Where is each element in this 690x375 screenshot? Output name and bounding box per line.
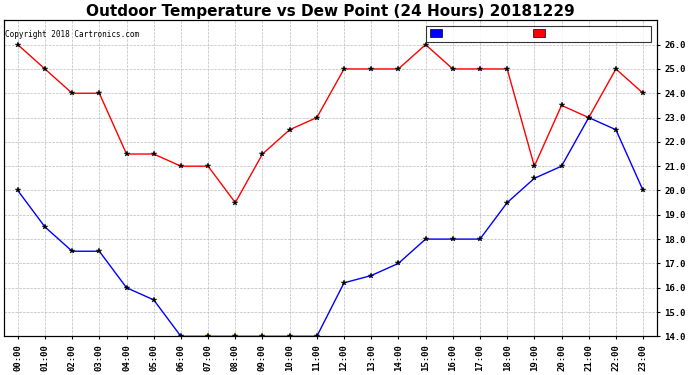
Legend: Dew Point (°F), Temperature (°F): Dew Point (°F), Temperature (°F) — [426, 26, 651, 42]
Title: Outdoor Temperature vs Dew Point (24 Hours) 20181229: Outdoor Temperature vs Dew Point (24 Hou… — [86, 4, 575, 19]
Text: Copyright 2018 Cartronics.com: Copyright 2018 Cartronics.com — [6, 30, 139, 39]
